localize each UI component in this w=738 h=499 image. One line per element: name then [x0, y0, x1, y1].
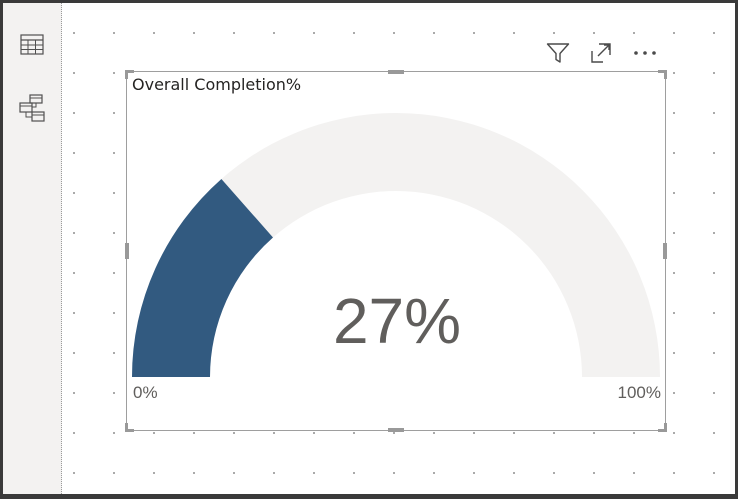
resize-handle-top[interactable] [388, 70, 404, 74]
visual-header-toolbar [545, 40, 665, 66]
model-view-icon[interactable] [19, 93, 45, 122]
resize-handle-top-left-v[interactable] [125, 70, 128, 79]
gauge-value-label: 27% [332, 285, 462, 357]
resize-handle-bottom-right[interactable] [658, 429, 667, 432]
resize-handle-bottom-left[interactable] [125, 429, 134, 432]
resize-handle-right[interactable] [663, 243, 667, 259]
resize-handle-top-right-v[interactable] [664, 70, 667, 79]
report-canvas[interactable]: Overall Completion% 27% 0% 100% [62, 3, 735, 494]
resize-handle-bottom[interactable] [388, 428, 404, 432]
visual-title: Overall Completion% [132, 75, 302, 94]
gauge-chart [132, 113, 660, 377]
gauge-fill [132, 178, 273, 377]
focus-mode-icon[interactable] [588, 40, 614, 66]
resize-handle-bottom-right-v[interactable] [664, 423, 667, 432]
table-view-icon[interactable] [19, 32, 45, 58]
filter-icon[interactable] [545, 40, 571, 66]
resize-handle-left[interactable] [125, 243, 129, 259]
resize-handle-bottom-left-v[interactable] [125, 423, 128, 432]
gauge-visual[interactable]: Overall Completion% 27% 0% 100% [125, 70, 667, 432]
report-window: Overall Completion% 27% 0% 100% [3, 3, 735, 494]
gauge-min-label: 0% [133, 383, 158, 402]
resize-handle-top-right[interactable] [658, 70, 667, 73]
view-switcher-pane [3, 3, 62, 494]
resize-handle-top-left[interactable] [125, 70, 134, 73]
more-options-icon[interactable] [632, 40, 658, 66]
gauge-track [132, 113, 660, 377]
gauge-max-label: 100% [617, 383, 661, 402]
